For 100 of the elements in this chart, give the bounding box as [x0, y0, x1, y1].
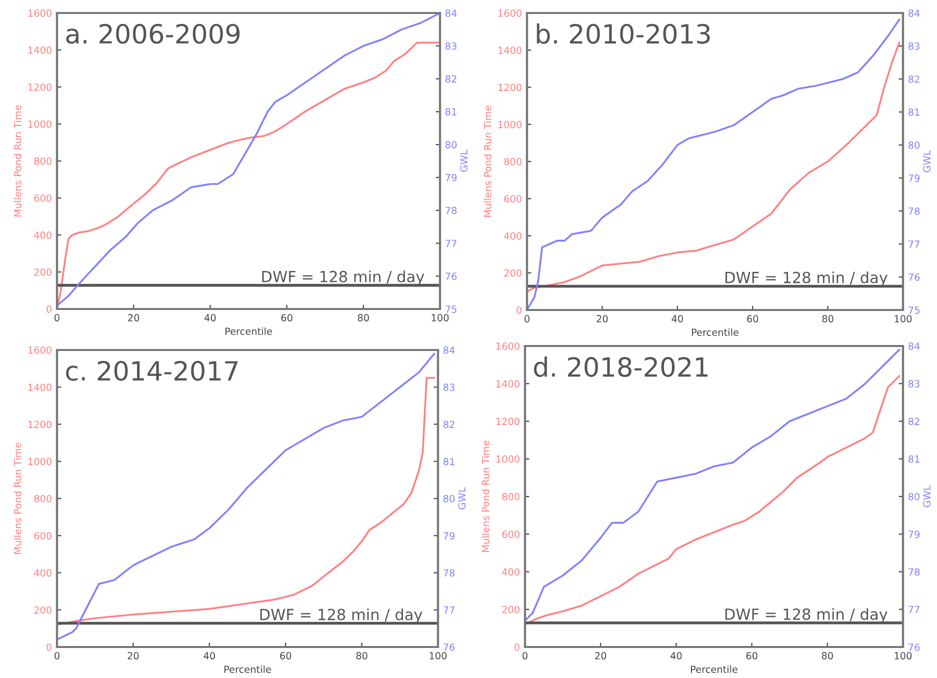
y-tick-label: 1000 — [28, 458, 52, 466]
y-tick-label: 0 — [514, 643, 520, 651]
y-tick-label: 1400 — [28, 46, 52, 54]
y2-axis-title: GWL — [923, 150, 931, 172]
y2-tick-label: 78 — [908, 568, 920, 576]
y-tick-label: 1200 — [28, 83, 52, 91]
y2-axis-title: GWL — [923, 485, 931, 508]
y-tick-label: 0 — [46, 643, 52, 651]
y-tick-label: 400 — [34, 231, 52, 239]
chart-title: d. 2018-2021 — [534, 356, 708, 377]
x-axis-title: Percentile — [692, 328, 738, 336]
y2-tick-label: 79 — [908, 174, 920, 182]
y2-tick-label: 79 — [446, 174, 457, 182]
y-axis-title: Mullens Pond Run Time — [14, 105, 22, 216]
x-tick-label: 40 — [204, 652, 215, 660]
ref-line-label: DWF = 128 min / day — [260, 608, 422, 624]
y2-tick-label: 78 — [446, 206, 457, 214]
x-tick-label: 80 — [358, 314, 369, 322]
y2-tick-label: 76 — [908, 273, 920, 281]
y2-tick-label: 84 — [444, 346, 455, 354]
x-tick-label: 80 — [356, 652, 368, 660]
y-tick-label: 1600 — [28, 9, 52, 17]
y-tick-label: 0 — [46, 305, 52, 313]
y2-tick-label: 78 — [908, 207, 920, 215]
x-tick-label: 20 — [595, 652, 606, 660]
y2-tick-label: 84 — [908, 9, 920, 17]
y2-tick-label: 83 — [908, 380, 920, 388]
y2-tick-label: 82 — [908, 418, 920, 426]
y2-tick-label: 84 — [908, 342, 920, 350]
y2-tick-label: 80 — [908, 492, 920, 500]
y2-tick-label: 77 — [908, 606, 920, 614]
y-tick-label: 1000 — [498, 120, 522, 128]
y2-tick-label: 82 — [446, 75, 456, 83]
y-tick-label: 1400 — [498, 46, 522, 54]
y-tick-label: 200 — [34, 606, 52, 614]
y-tick-label: 200 — [504, 269, 522, 277]
y-tick-label: 200 — [34, 268, 52, 276]
y-tick-label: 800 — [34, 494, 52, 502]
y2-tick-label: 75 — [446, 306, 456, 313]
y2-tick-label: 82 — [444, 420, 454, 428]
x-tick-label: 0 — [54, 652, 60, 660]
x-tick-label: 100 — [894, 652, 912, 660]
y-tick-label: 1400 — [496, 380, 520, 388]
x-tick-label: 40 — [204, 314, 216, 322]
x-tick-label: 0 — [524, 315, 530, 322]
x-tick-label: 60 — [746, 652, 758, 660]
x-axis-title: Percentile — [224, 665, 271, 673]
y-tick-label: 600 — [34, 532, 52, 540]
x-tick-label: 20 — [128, 652, 139, 660]
y2-tick-label: 80 — [446, 141, 457, 148]
ref-line-label: DWF = 128 min / day — [726, 271, 888, 286]
x-tick-label: 60 — [747, 315, 758, 322]
chart-title: a. 2006-2009 — [66, 24, 240, 44]
y2-tick-label: 80 — [908, 141, 920, 149]
y2-tick-label: 81 — [908, 455, 920, 463]
y2-tick-label: 76 — [446, 272, 457, 280]
y2-tick-label: 81 — [446, 108, 456, 116]
y-tick-label: 1000 — [496, 455, 520, 463]
ref-line-label: DWF = 128 min / day — [725, 608, 888, 623]
x-tick-label: 60 — [280, 652, 292, 660]
y2-axis-title: GWL — [458, 487, 466, 510]
ref-line-label: DWF = 128 min / day — [262, 270, 424, 286]
y-axis-title: Mullens Pond Run Time — [482, 440, 490, 552]
y-tick-label: 800 — [502, 492, 520, 500]
x-tick-label: 40 — [672, 315, 683, 322]
y-tick-label: 1000 — [28, 120, 52, 128]
y-tick-label: 800 — [34, 157, 52, 165]
y2-tick-label: 83 — [444, 384, 454, 391]
x-tick-label: 80 — [822, 315, 834, 322]
chart-title: c. 2014-2017 — [66, 360, 238, 381]
y-tick-label: 0 — [516, 306, 522, 314]
x-tick-label: 0 — [54, 314, 60, 322]
y2-tick-label: 77 — [446, 240, 456, 247]
x-tick-label: 20 — [596, 315, 608, 322]
chart-title: b. 2010-2013 — [536, 23, 710, 44]
y2-tick-label: 78 — [444, 569, 455, 577]
y-tick-label: 400 — [502, 568, 520, 576]
y-tick-label: 1400 — [28, 384, 52, 391]
y2-tick-label: 75 — [908, 306, 920, 314]
x-tick-label: 0 — [522, 652, 528, 660]
y-tick-label: 200 — [502, 606, 520, 614]
y-tick-label: 1600 — [498, 9, 522, 17]
y2-tick-label: 80 — [444, 494, 455, 502]
y2-tick-label: 79 — [444, 532, 455, 540]
y2-tick-label: 77 — [444, 606, 454, 614]
y-tick-label: 600 — [502, 530, 520, 538]
y-tick-label: 1600 — [496, 342, 520, 350]
y2-tick-label: 83 — [908, 42, 920, 50]
y2-tick-label: 76 — [444, 643, 455, 651]
x-tick-label: 100 — [430, 652, 447, 660]
x-axis-title: Percentile — [225, 327, 272, 335]
y-tick-label: 1600 — [28, 346, 52, 354]
x-tick-label: 40 — [670, 652, 682, 660]
y-tick-label: 600 — [504, 195, 522, 202]
x-tick-label: 100 — [894, 315, 912, 322]
y2-tick-label: 81 — [444, 458, 454, 466]
y-tick-label: 800 — [504, 158, 522, 166]
y-axis-title: Mullens Pond Run Time — [14, 442, 22, 554]
x-tick-label: 80 — [822, 652, 833, 660]
y-tick-label: 1200 — [28, 420, 52, 428]
